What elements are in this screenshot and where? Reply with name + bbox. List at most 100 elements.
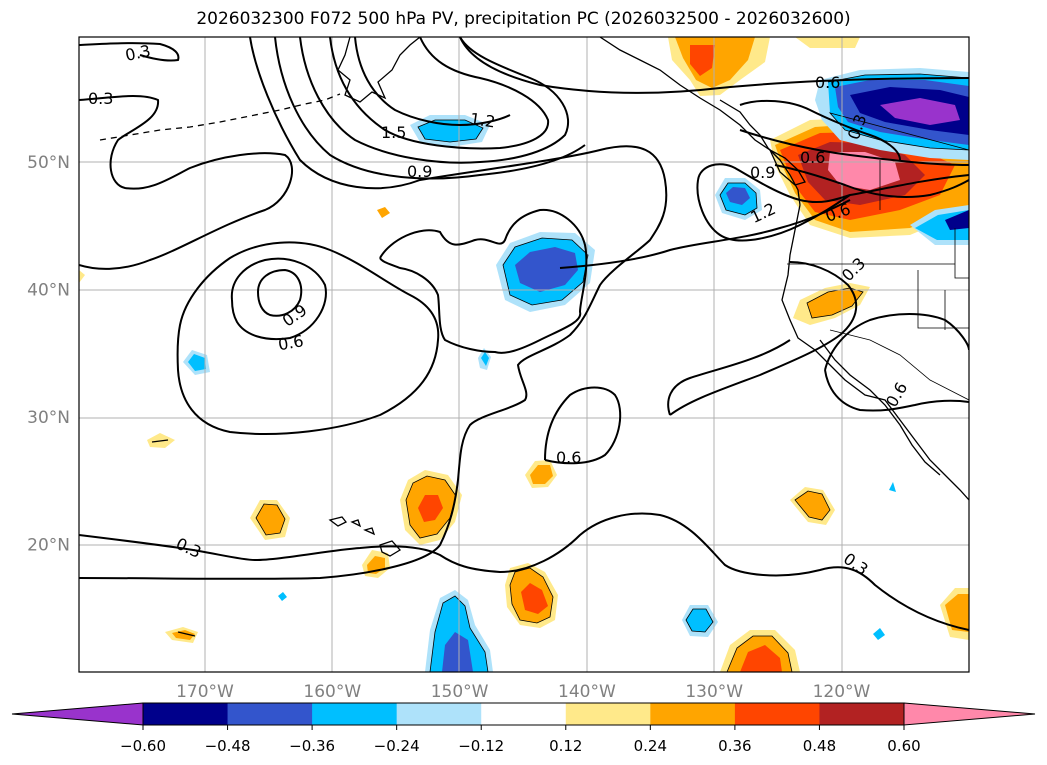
hawaii-islands: [328, 516, 402, 557]
colorbar-swatch: [227, 703, 313, 725]
colorbar-swatch: [819, 703, 905, 725]
contour-label: 0.3: [123, 41, 152, 65]
pv-contour: [274, 37, 586, 180]
precip-positive-area: [807, 288, 863, 318]
pv-contour: [739, 129, 969, 166]
pv-contour: [329, 37, 550, 150]
contour-label: 0.6: [800, 148, 825, 167]
pv-contour: [299, 37, 570, 164]
longitude-label: 120°W: [813, 682, 871, 702]
vancouver-island: [768, 148, 806, 186]
colorbar: −0.60 −0.48 −0.36 −0.24 −0.12 0.12 0.24 0.36 0.4…: [11, 702, 1036, 755]
latitude-label: 20°N: [27, 536, 70, 556]
colorbar-tick-label: 0.48: [803, 737, 836, 755]
pv-contour: [257, 268, 303, 317]
pv-contour: [79, 512, 969, 631]
colorbar-swatch: [565, 703, 651, 725]
precip-negative-area: [442, 632, 473, 672]
precip-negative-area: [880, 98, 960, 125]
colorbar-tick-label: 0.24: [634, 737, 667, 755]
pv-contour: [774, 164, 969, 198]
precip-positive-area: [795, 37, 860, 48]
contour-label: 0.9: [407, 162, 432, 181]
colorbar-frame: [142, 702, 905, 726]
pv-contour: [79, 37, 668, 580]
latitude-label: 30°N: [27, 408, 70, 428]
colorbar-swatch: [734, 703, 820, 725]
precip-positive-area: [740, 645, 782, 672]
longitude-label: 140°W: [558, 682, 616, 702]
colorbar-extend-low: [11, 702, 144, 726]
precip-positive-area: [690, 45, 715, 76]
colorbar-tick-label: 0.60: [887, 737, 920, 755]
pv-contour: [667, 339, 791, 416]
small-island: [151, 439, 169, 443]
precip-positive-area: [418, 495, 443, 522]
colorbar-tick-label: −0.24: [374, 737, 420, 755]
precip-positive-area: [521, 583, 548, 614]
pv-contour: [354, 37, 511, 127]
pv-contour: [739, 99, 901, 161]
pv-contour: [544, 386, 622, 465]
us-west-coast: [781, 204, 969, 501]
precip-positive-area: [256, 504, 285, 535]
latitude-label: 40°N: [27, 281, 70, 301]
precip-negative-area: [873, 628, 885, 640]
colorbar-tick-label: −0.48: [205, 737, 251, 755]
precip-negative-area: [278, 592, 287, 601]
pv-contour: [824, 313, 969, 412]
contour-label: 0.6: [277, 331, 305, 354]
coastlines: [99, 37, 969, 637]
small-island: [177, 631, 196, 637]
precip-positive-area: [795, 491, 830, 520]
colorbar-tick-label: 0.36: [718, 737, 751, 755]
pv-contours: [79, 37, 969, 631]
precip-positive-area: [172, 630, 195, 640]
colorbar-swatch: [481, 703, 567, 725]
precip-negative-area: [889, 482, 896, 492]
contour-label: 1.2: [469, 109, 497, 131]
latitude-label: 50°N: [27, 153, 70, 173]
precip-negative-area: [481, 352, 489, 366]
precip-positive-area: [530, 465, 553, 484]
longitude-label: 160°W: [303, 682, 361, 702]
political-borders: [787, 160, 969, 401]
pv-contour: [379, 208, 588, 354]
map-frame: [78, 36, 970, 673]
colorbar-tick-label: −0.12: [458, 737, 504, 755]
pv-contour: [230, 257, 327, 341]
colorbar-tick-label: 0.12: [549, 737, 582, 755]
longitude-label: 170°W: [176, 682, 234, 702]
precip-negative-area: [188, 354, 206, 371]
colorbar-swatch: [396, 703, 482, 725]
pv-contour: [559, 199, 851, 269]
contour-label: 0.3: [88, 89, 113, 108]
latitude-labels: 50°N 40°N 30°N 20°N: [27, 153, 70, 556]
pv-contour: [79, 42, 180, 62]
pv-contour: [176, 241, 440, 436]
precip-negative-area: [726, 187, 750, 205]
longitude-labels: 170°W 160°W 150°W 140°W 130°W 120°W: [176, 682, 870, 702]
baja-coast: [819, 339, 941, 476]
precip-positive-area: [377, 207, 390, 218]
contour-label: 0.6: [815, 73, 840, 92]
alaska-panhandle: [599, 37, 781, 161]
contour-label: 1.5: [381, 123, 406, 142]
aleutian-chain: [99, 93, 341, 141]
colorbar-swatch: [143, 703, 229, 725]
longitude-label: 130°W: [685, 682, 743, 702]
precip-negative-area: [515, 247, 578, 292]
contour-label: 0.6: [556, 448, 581, 467]
colorbar-extend-high: [903, 702, 1036, 726]
longitude-label: 150°W: [431, 682, 489, 702]
colorbar-tick-label: −0.60: [120, 737, 166, 755]
map-gridlines: [79, 37, 969, 672]
precip-positive-area: [79, 270, 85, 283]
colorbar-tick-label: −0.36: [289, 737, 335, 755]
pv-contour: [669, 261, 858, 416]
pv-contour: [459, 37, 969, 94]
precip-negative-area: [686, 609, 713, 632]
contour-label: 0.9: [750, 163, 775, 182]
pv-contour: [79, 94, 294, 270]
